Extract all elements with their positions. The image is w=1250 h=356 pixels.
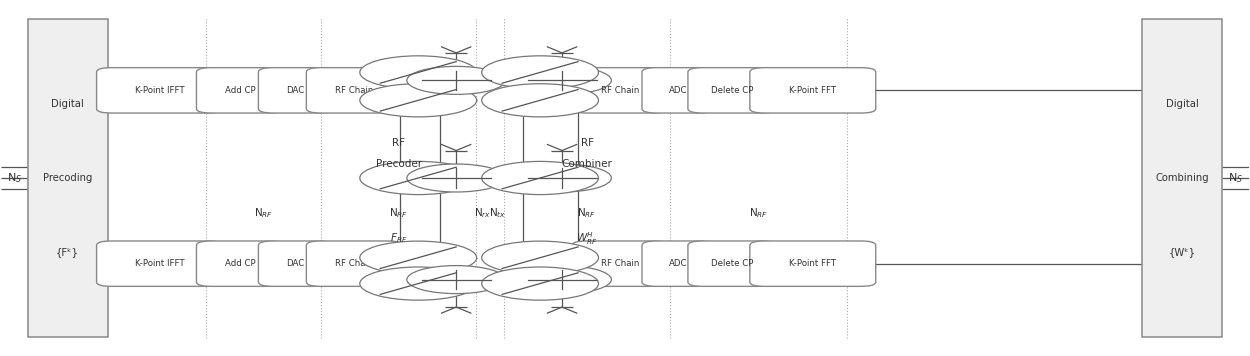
FancyBboxPatch shape — [259, 241, 332, 286]
Text: ADC: ADC — [669, 86, 688, 95]
Text: RF Chain: RF Chain — [601, 259, 639, 268]
FancyBboxPatch shape — [96, 68, 222, 113]
Text: K-Point FFT: K-Point FFT — [789, 86, 836, 95]
Text: {Fᵏ}: {Fᵏ} — [56, 247, 79, 257]
Circle shape — [481, 56, 599, 89]
Text: N$_{tx}$: N$_{tx}$ — [489, 206, 506, 220]
Text: N$_{RF}$: N$_{RF}$ — [254, 206, 274, 220]
Text: {Wᵏ}: {Wᵏ} — [1169, 247, 1196, 257]
Text: Precoding: Precoding — [42, 173, 92, 183]
Text: Add CP: Add CP — [225, 259, 255, 268]
Text: RF Chain: RF Chain — [335, 259, 374, 268]
FancyBboxPatch shape — [196, 241, 284, 286]
Circle shape — [481, 267, 599, 300]
Text: RF: RF — [392, 137, 405, 147]
Circle shape — [406, 266, 505, 294]
Text: N$_{RF}$: N$_{RF}$ — [578, 206, 596, 220]
Text: K-Point FFT: K-Point FFT — [789, 259, 836, 268]
FancyBboxPatch shape — [306, 241, 402, 286]
FancyBboxPatch shape — [572, 68, 668, 113]
Text: RF Chain: RF Chain — [601, 86, 639, 95]
Text: Digital: Digital — [1166, 99, 1199, 109]
FancyBboxPatch shape — [572, 241, 668, 286]
Circle shape — [360, 161, 476, 195]
Text: N$_S$: N$_S$ — [1229, 171, 1244, 185]
Text: DAC: DAC — [286, 259, 305, 268]
FancyBboxPatch shape — [306, 68, 402, 113]
FancyBboxPatch shape — [688, 241, 776, 286]
Circle shape — [360, 267, 476, 300]
Circle shape — [481, 161, 599, 195]
Text: ADC: ADC — [669, 259, 688, 268]
Text: N$_S$: N$_S$ — [6, 171, 21, 185]
Circle shape — [360, 56, 476, 89]
Text: N$_{rx}$: N$_{rx}$ — [475, 206, 491, 220]
FancyBboxPatch shape — [642, 241, 714, 286]
Text: RF: RF — [580, 137, 594, 147]
FancyBboxPatch shape — [750, 68, 876, 113]
FancyBboxPatch shape — [642, 68, 714, 113]
Circle shape — [360, 84, 476, 117]
FancyBboxPatch shape — [1142, 19, 1222, 337]
Text: Digital: Digital — [51, 99, 84, 109]
FancyBboxPatch shape — [28, 19, 108, 337]
Circle shape — [481, 241, 599, 274]
FancyBboxPatch shape — [688, 68, 776, 113]
Circle shape — [406, 66, 505, 94]
Text: K-Point IFFT: K-Point IFFT — [135, 86, 184, 95]
Text: Delete CP: Delete CP — [711, 86, 752, 95]
Circle shape — [512, 164, 611, 192]
Text: F$_{RF}$: F$_{RF}$ — [390, 231, 408, 245]
Text: K-Point IFFT: K-Point IFFT — [135, 259, 184, 268]
Text: Combining: Combining — [1155, 173, 1209, 183]
Text: N$_{RF}$: N$_{RF}$ — [749, 206, 768, 220]
Circle shape — [360, 241, 476, 274]
Text: RF Chain: RF Chain — [335, 86, 374, 95]
FancyBboxPatch shape — [750, 241, 876, 286]
Circle shape — [512, 66, 611, 94]
Text: Delete CP: Delete CP — [711, 259, 752, 268]
Text: DAC: DAC — [286, 86, 305, 95]
Text: Precoder: Precoder — [376, 159, 421, 169]
FancyBboxPatch shape — [259, 68, 332, 113]
Circle shape — [512, 266, 611, 294]
Circle shape — [406, 164, 505, 192]
Text: N$_{RF}$: N$_{RF}$ — [389, 206, 409, 220]
Text: Add CP: Add CP — [225, 86, 255, 95]
Circle shape — [481, 84, 599, 117]
FancyBboxPatch shape — [96, 241, 222, 286]
Text: W$_{RF}^H$: W$_{RF}^H$ — [576, 230, 598, 247]
Text: Combiner: Combiner — [561, 159, 612, 169]
FancyBboxPatch shape — [196, 68, 284, 113]
